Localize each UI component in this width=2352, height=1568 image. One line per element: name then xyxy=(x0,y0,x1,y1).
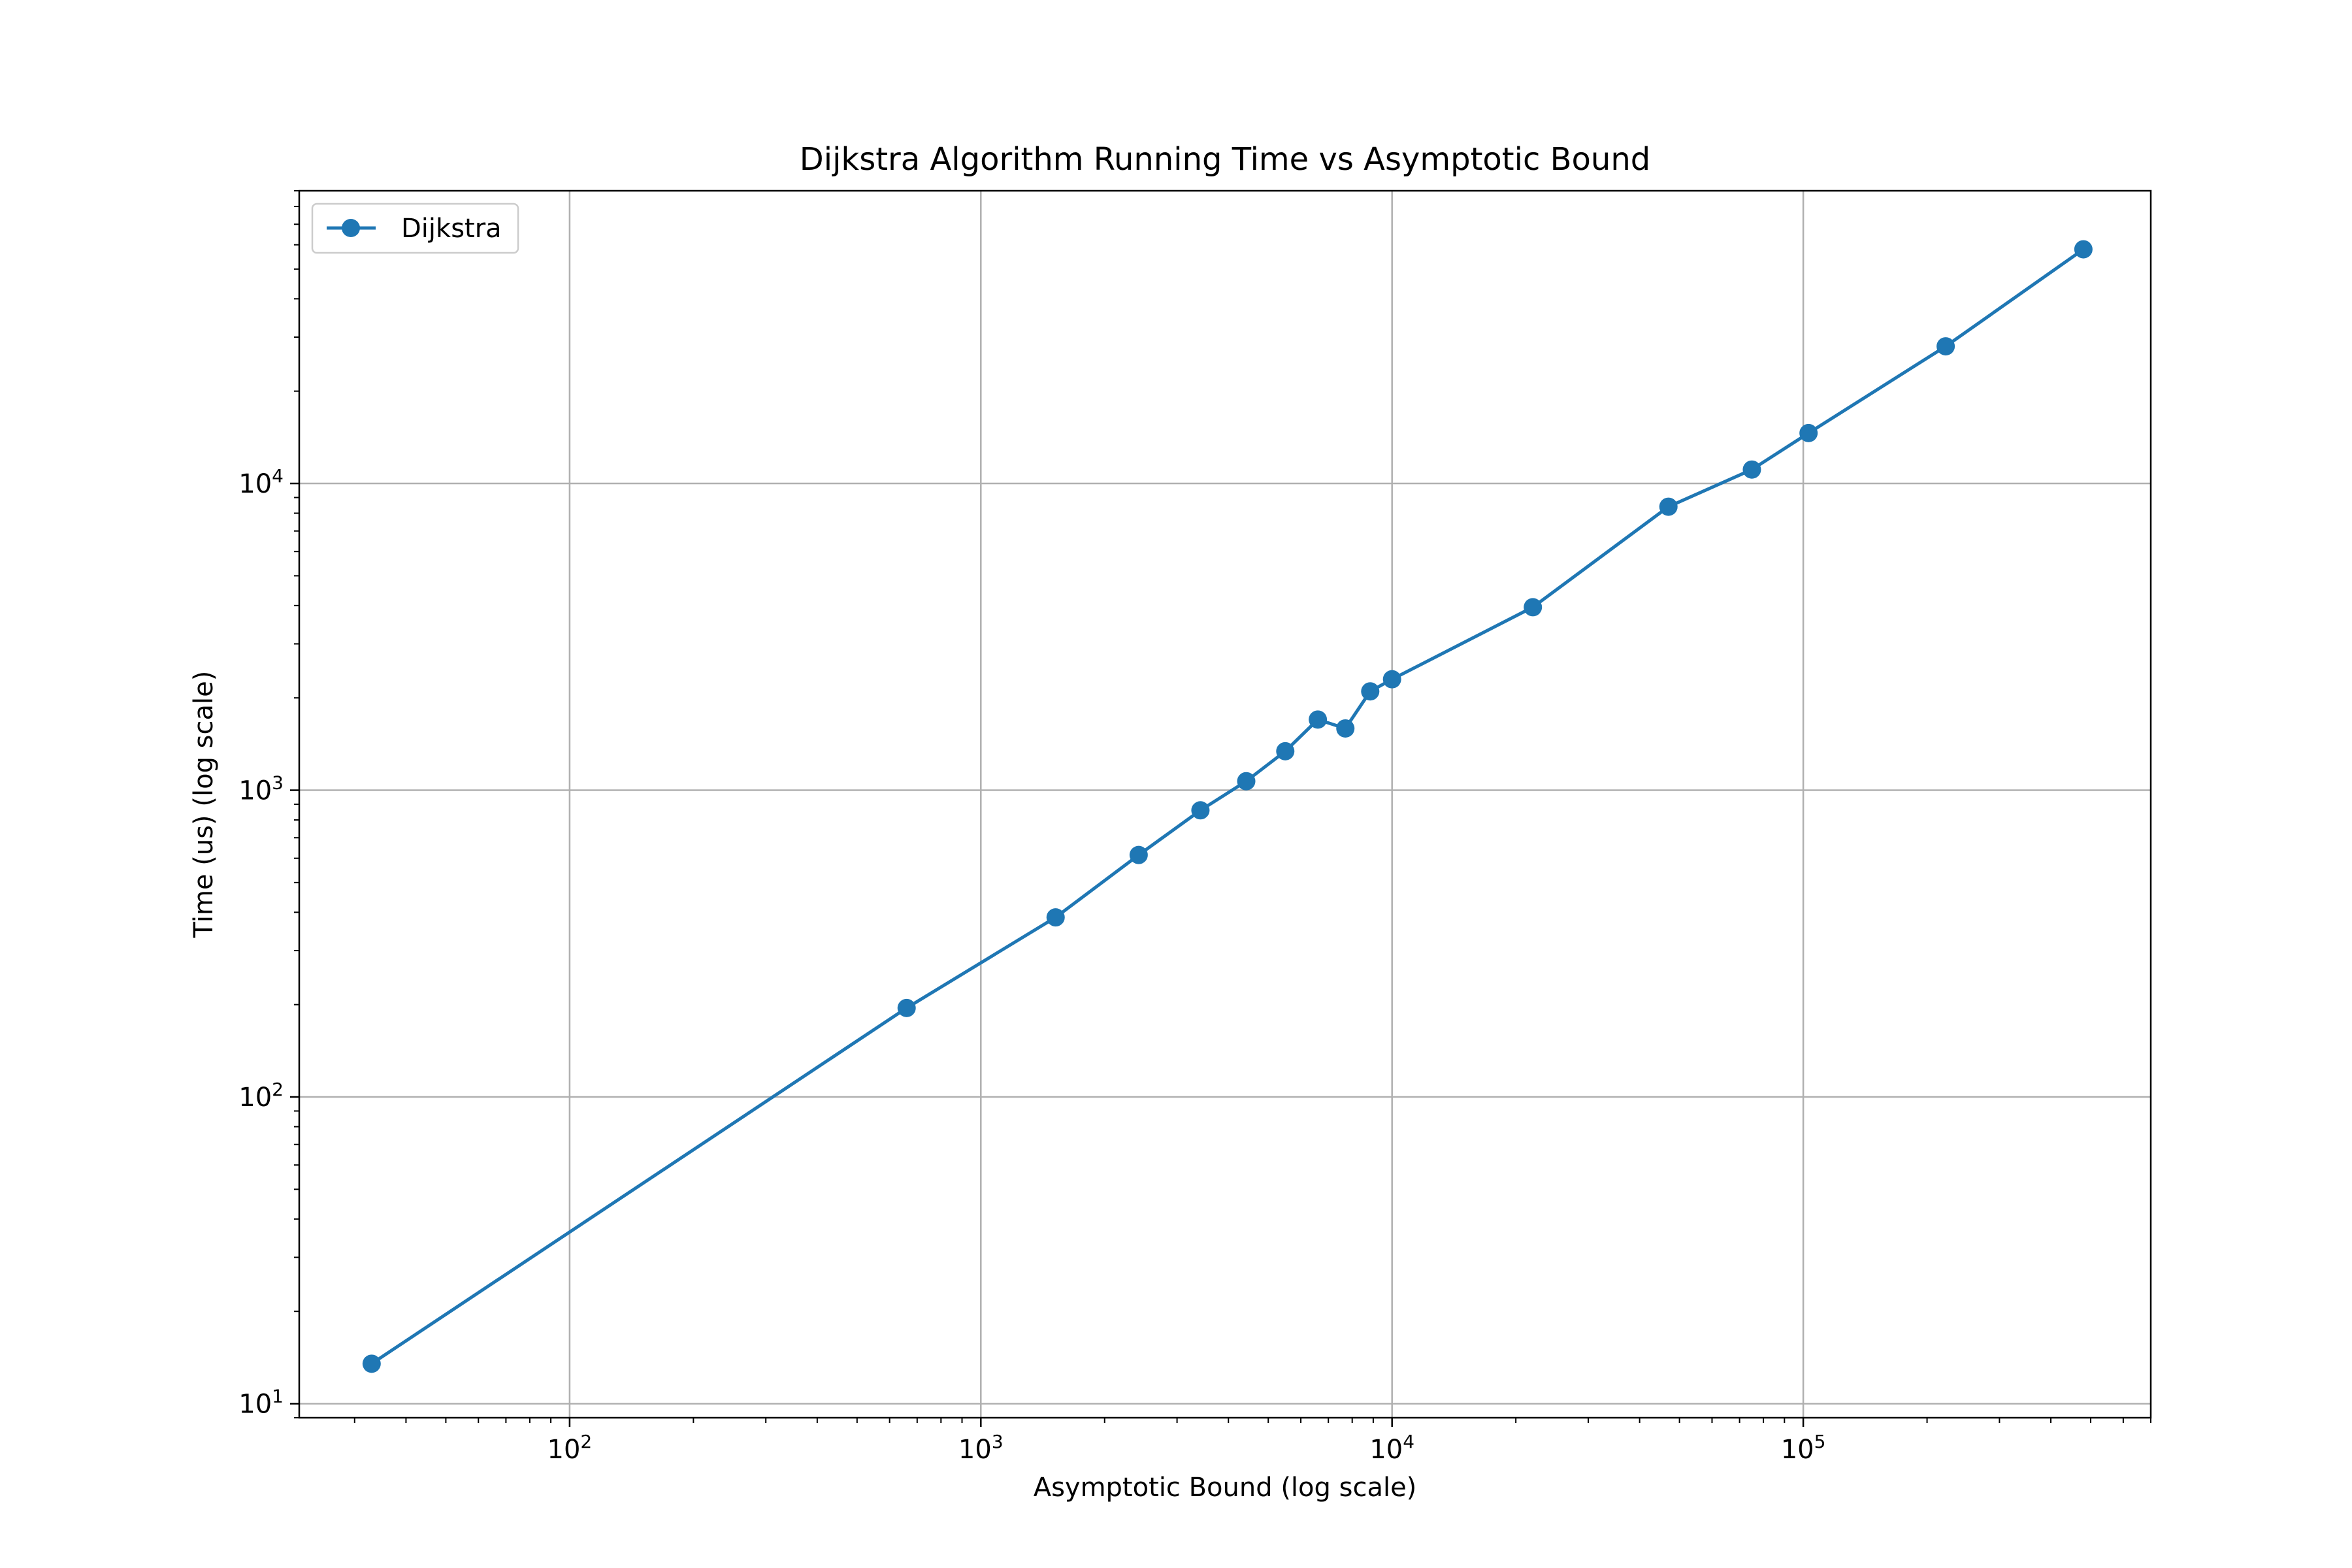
data-point xyxy=(897,998,916,1017)
data-point xyxy=(1524,598,1543,617)
y-tick-label: 104 xyxy=(238,465,284,499)
data-point xyxy=(1046,908,1065,927)
x-tick-label: 104 xyxy=(1369,1431,1414,1465)
data-point xyxy=(1129,845,1148,864)
minor-ticks xyxy=(294,190,2151,1423)
data-point xyxy=(1799,423,1818,442)
x-tick-label: 103 xyxy=(958,1431,1004,1465)
data-point xyxy=(2074,240,2093,259)
legend-series-label: Dijkstra xyxy=(401,214,502,244)
grid-lines xyxy=(299,191,2151,1418)
legend: Dijkstra xyxy=(311,203,519,254)
data-point xyxy=(1237,772,1256,791)
y-axis-label: Time (us) (log scale) xyxy=(189,671,219,939)
x-axis-label: Asymptotic Bound (log scale) xyxy=(1034,1473,1417,1503)
data-point xyxy=(1659,497,1678,516)
legend-box xyxy=(311,203,519,254)
major-ticks xyxy=(290,482,1805,1427)
y-tick-label: 101 xyxy=(238,1386,284,1420)
data-point xyxy=(1276,742,1295,760)
y-tick-label: 103 xyxy=(238,772,284,806)
data-point xyxy=(362,1354,381,1373)
data-point xyxy=(1361,682,1380,701)
data-point xyxy=(1742,460,1761,479)
x-tick-label: 102 xyxy=(547,1431,593,1465)
data-point xyxy=(1336,719,1355,738)
plot-area-frame xyxy=(298,189,2152,1419)
data-point xyxy=(1936,337,1955,356)
series-layer xyxy=(362,240,2093,1373)
data-point xyxy=(1309,710,1328,729)
legend-series-marker xyxy=(342,219,360,237)
chart-title: Dijkstra Algorithm Running Time vs Asymp… xyxy=(800,141,1650,178)
data-point xyxy=(1382,670,1401,689)
data-point xyxy=(1191,801,1210,820)
y-tick-label: 102 xyxy=(238,1079,284,1113)
x-tick-label: 105 xyxy=(1781,1431,1826,1465)
